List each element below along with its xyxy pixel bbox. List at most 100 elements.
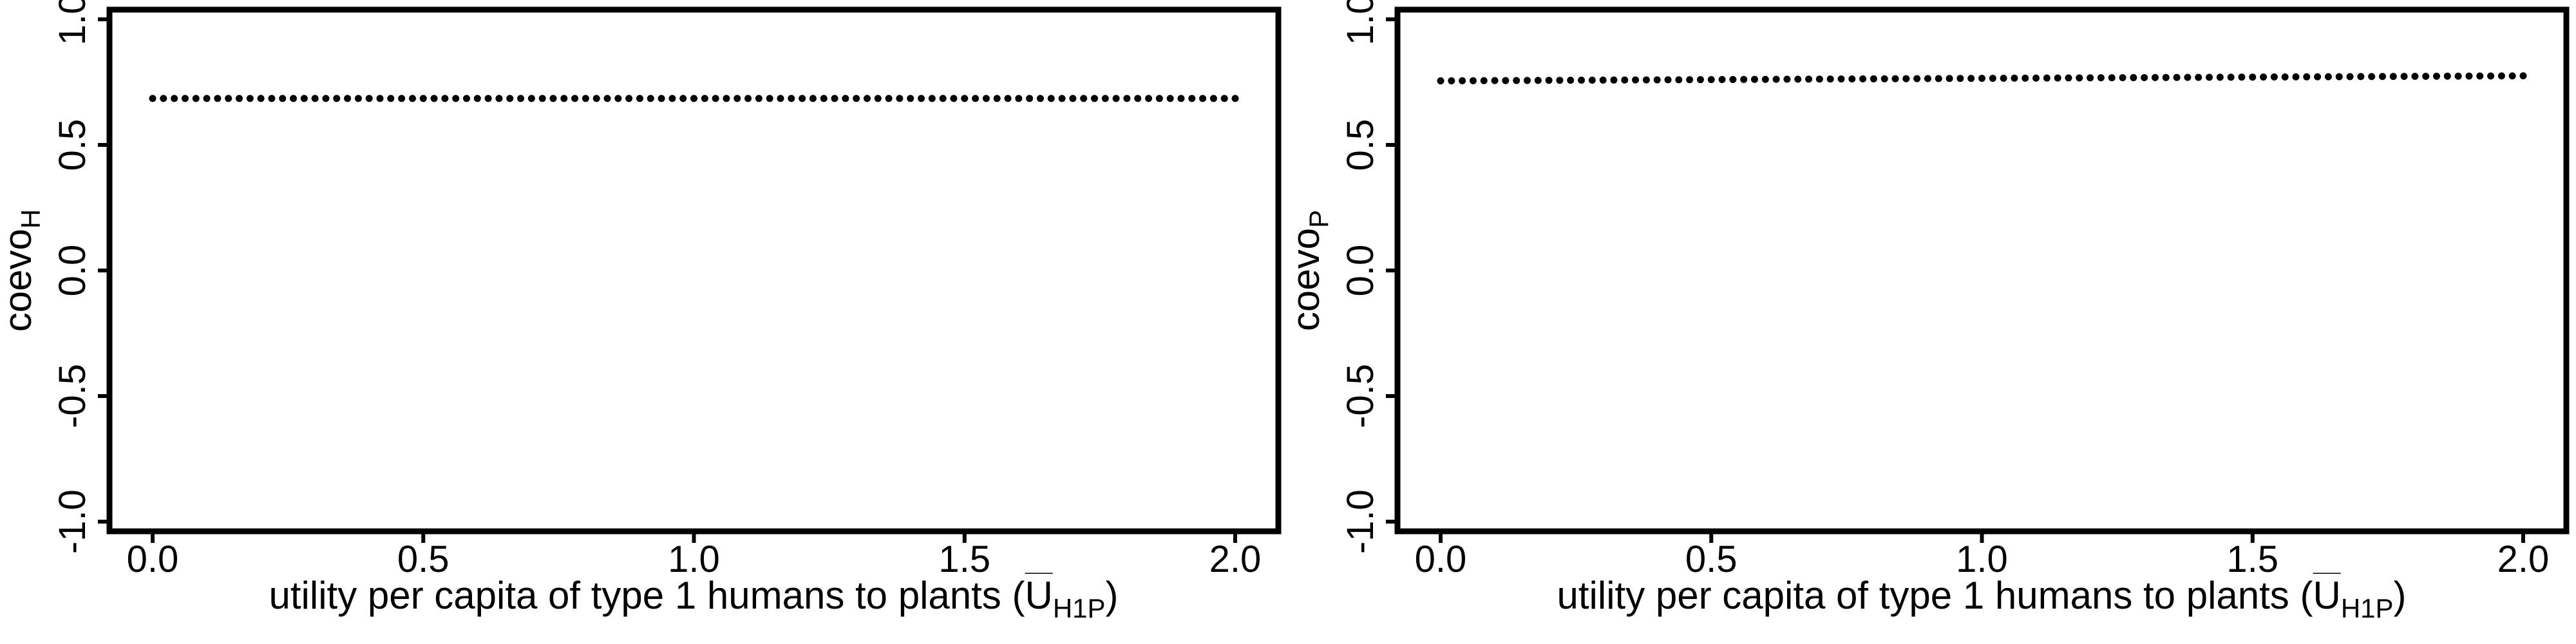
data-point — [1956, 75, 1964, 82]
data-point — [614, 95, 622, 102]
data-point — [246, 95, 254, 102]
data-point — [701, 95, 708, 102]
data-point — [1188, 95, 1196, 102]
data-point — [777, 95, 784, 102]
data-point — [734, 95, 741, 102]
data-point — [1123, 95, 1131, 102]
data-point — [1513, 77, 1520, 84]
data-point — [907, 95, 914, 102]
data-point — [1675, 76, 1683, 84]
data-point — [592, 95, 600, 102]
data-point — [2076, 74, 2083, 82]
data-point — [365, 95, 373, 102]
y-tick-label: 1.0 — [52, 0, 93, 45]
data-point — [2368, 73, 2376, 80]
data-point — [2476, 72, 2484, 80]
y-tick-label: 0.0 — [52, 245, 93, 297]
y-tick-label: -0.5 — [1340, 364, 1381, 428]
data-point — [1967, 75, 1975, 82]
data-point — [799, 95, 806, 102]
data-point — [1112, 95, 1120, 102]
data-point — [1978, 75, 1985, 82]
data-point — [2162, 73, 2170, 81]
data-point — [950, 95, 958, 102]
y-axis-label: coevoP — [1284, 210, 1334, 331]
data-point — [896, 95, 904, 102]
data-point — [755, 95, 762, 102]
data-point — [2184, 73, 2192, 81]
panel-coevo-h: 0.0 0.5 1.0 1.5 2.0 -1.0 -0.5 0.0 0.5 1.0 utilit… — [0, 0, 1282, 623]
data-point — [928, 95, 936, 102]
data-point — [1696, 76, 1704, 84]
data-point — [2249, 73, 2257, 81]
data-point — [1004, 95, 1012, 102]
data-point — [268, 95, 276, 102]
data-point — [322, 95, 330, 102]
data-point — [517, 95, 525, 102]
data-point — [1090, 95, 1098, 102]
data-point — [2173, 73, 2181, 81]
data-point — [225, 95, 232, 102]
data-point — [1761, 75, 1769, 83]
data-point — [214, 95, 222, 102]
data-point — [398, 95, 406, 102]
data-point — [1750, 75, 1758, 83]
data-point — [1902, 75, 1910, 82]
data-point — [2497, 72, 2505, 80]
data-point — [636, 95, 643, 102]
data-point — [1047, 95, 1055, 102]
y-axis-label: coevoH — [0, 209, 46, 332]
y-tick-label: -1.0 — [1340, 489, 1381, 554]
data-point — [571, 95, 579, 102]
data-point — [2270, 73, 2278, 81]
data-point — [1058, 95, 1066, 102]
data-point — [484, 95, 492, 102]
data-point — [603, 95, 611, 102]
data-point — [1837, 75, 1845, 83]
data-point — [1870, 75, 1877, 82]
data-point — [1642, 76, 1650, 84]
x-tick-label: 2.0 — [2497, 538, 2550, 580]
data-point — [831, 95, 838, 102]
data-point — [354, 95, 362, 102]
data-point — [939, 95, 947, 102]
plot-frame — [1394, 6, 2570, 535]
data-point — [2519, 72, 2527, 80]
data-point — [1718, 76, 1726, 84]
data-point — [2357, 73, 2365, 80]
data-point — [1859, 75, 1867, 83]
data-point — [257, 95, 265, 102]
data-point — [1231, 95, 1239, 102]
data-point — [344, 95, 352, 102]
data-point — [658, 95, 665, 102]
data-point — [1588, 76, 1596, 84]
data-point — [2151, 73, 2159, 81]
data-point — [1177, 95, 1185, 102]
data-point — [918, 95, 925, 102]
data-point — [1632, 76, 1640, 84]
data-point — [1101, 95, 1109, 102]
data-point — [387, 95, 395, 102]
data-point — [1578, 77, 1586, 84]
data-point — [311, 95, 319, 102]
y-tick-label: 0.5 — [1340, 119, 1381, 171]
data-point — [2292, 73, 2300, 80]
data-point — [1621, 76, 1629, 84]
data-point — [1448, 77, 1455, 84]
data-point — [1740, 75, 1748, 83]
data-point — [1166, 95, 1174, 102]
data-point — [149, 95, 156, 102]
data-point — [192, 95, 200, 102]
x-tick-label: 1.5 — [938, 538, 990, 580]
x-tick-label: 1.5 — [2226, 538, 2278, 580]
x-tick-label: 1.0 — [668, 538, 720, 580]
y-axis: -1.0 -0.5 0.0 0.5 1.0 — [52, 0, 109, 554]
data-point — [2206, 73, 2213, 81]
data-point — [690, 95, 697, 102]
data-point — [1069, 95, 1077, 102]
data-series — [149, 95, 1239, 102]
y-tick-label: 0.0 — [1340, 245, 1381, 297]
data-point — [1924, 75, 1931, 82]
data-point — [1026, 95, 1034, 102]
x-axis: 0.0 0.5 1.0 1.5 2.0 — [127, 531, 1261, 580]
